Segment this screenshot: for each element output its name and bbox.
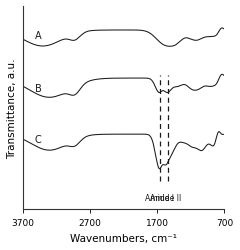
Text: C: C: [35, 135, 41, 144]
Text: Amide I: Amide I: [145, 194, 174, 203]
X-axis label: Wavenumbers, cm⁻¹: Wavenumbers, cm⁻¹: [70, 233, 177, 243]
Text: Amide II: Amide II: [150, 194, 181, 203]
Y-axis label: Transmittance, a.u.: Transmittance, a.u.: [7, 58, 17, 158]
Text: B: B: [35, 84, 41, 94]
Text: A: A: [35, 31, 41, 41]
